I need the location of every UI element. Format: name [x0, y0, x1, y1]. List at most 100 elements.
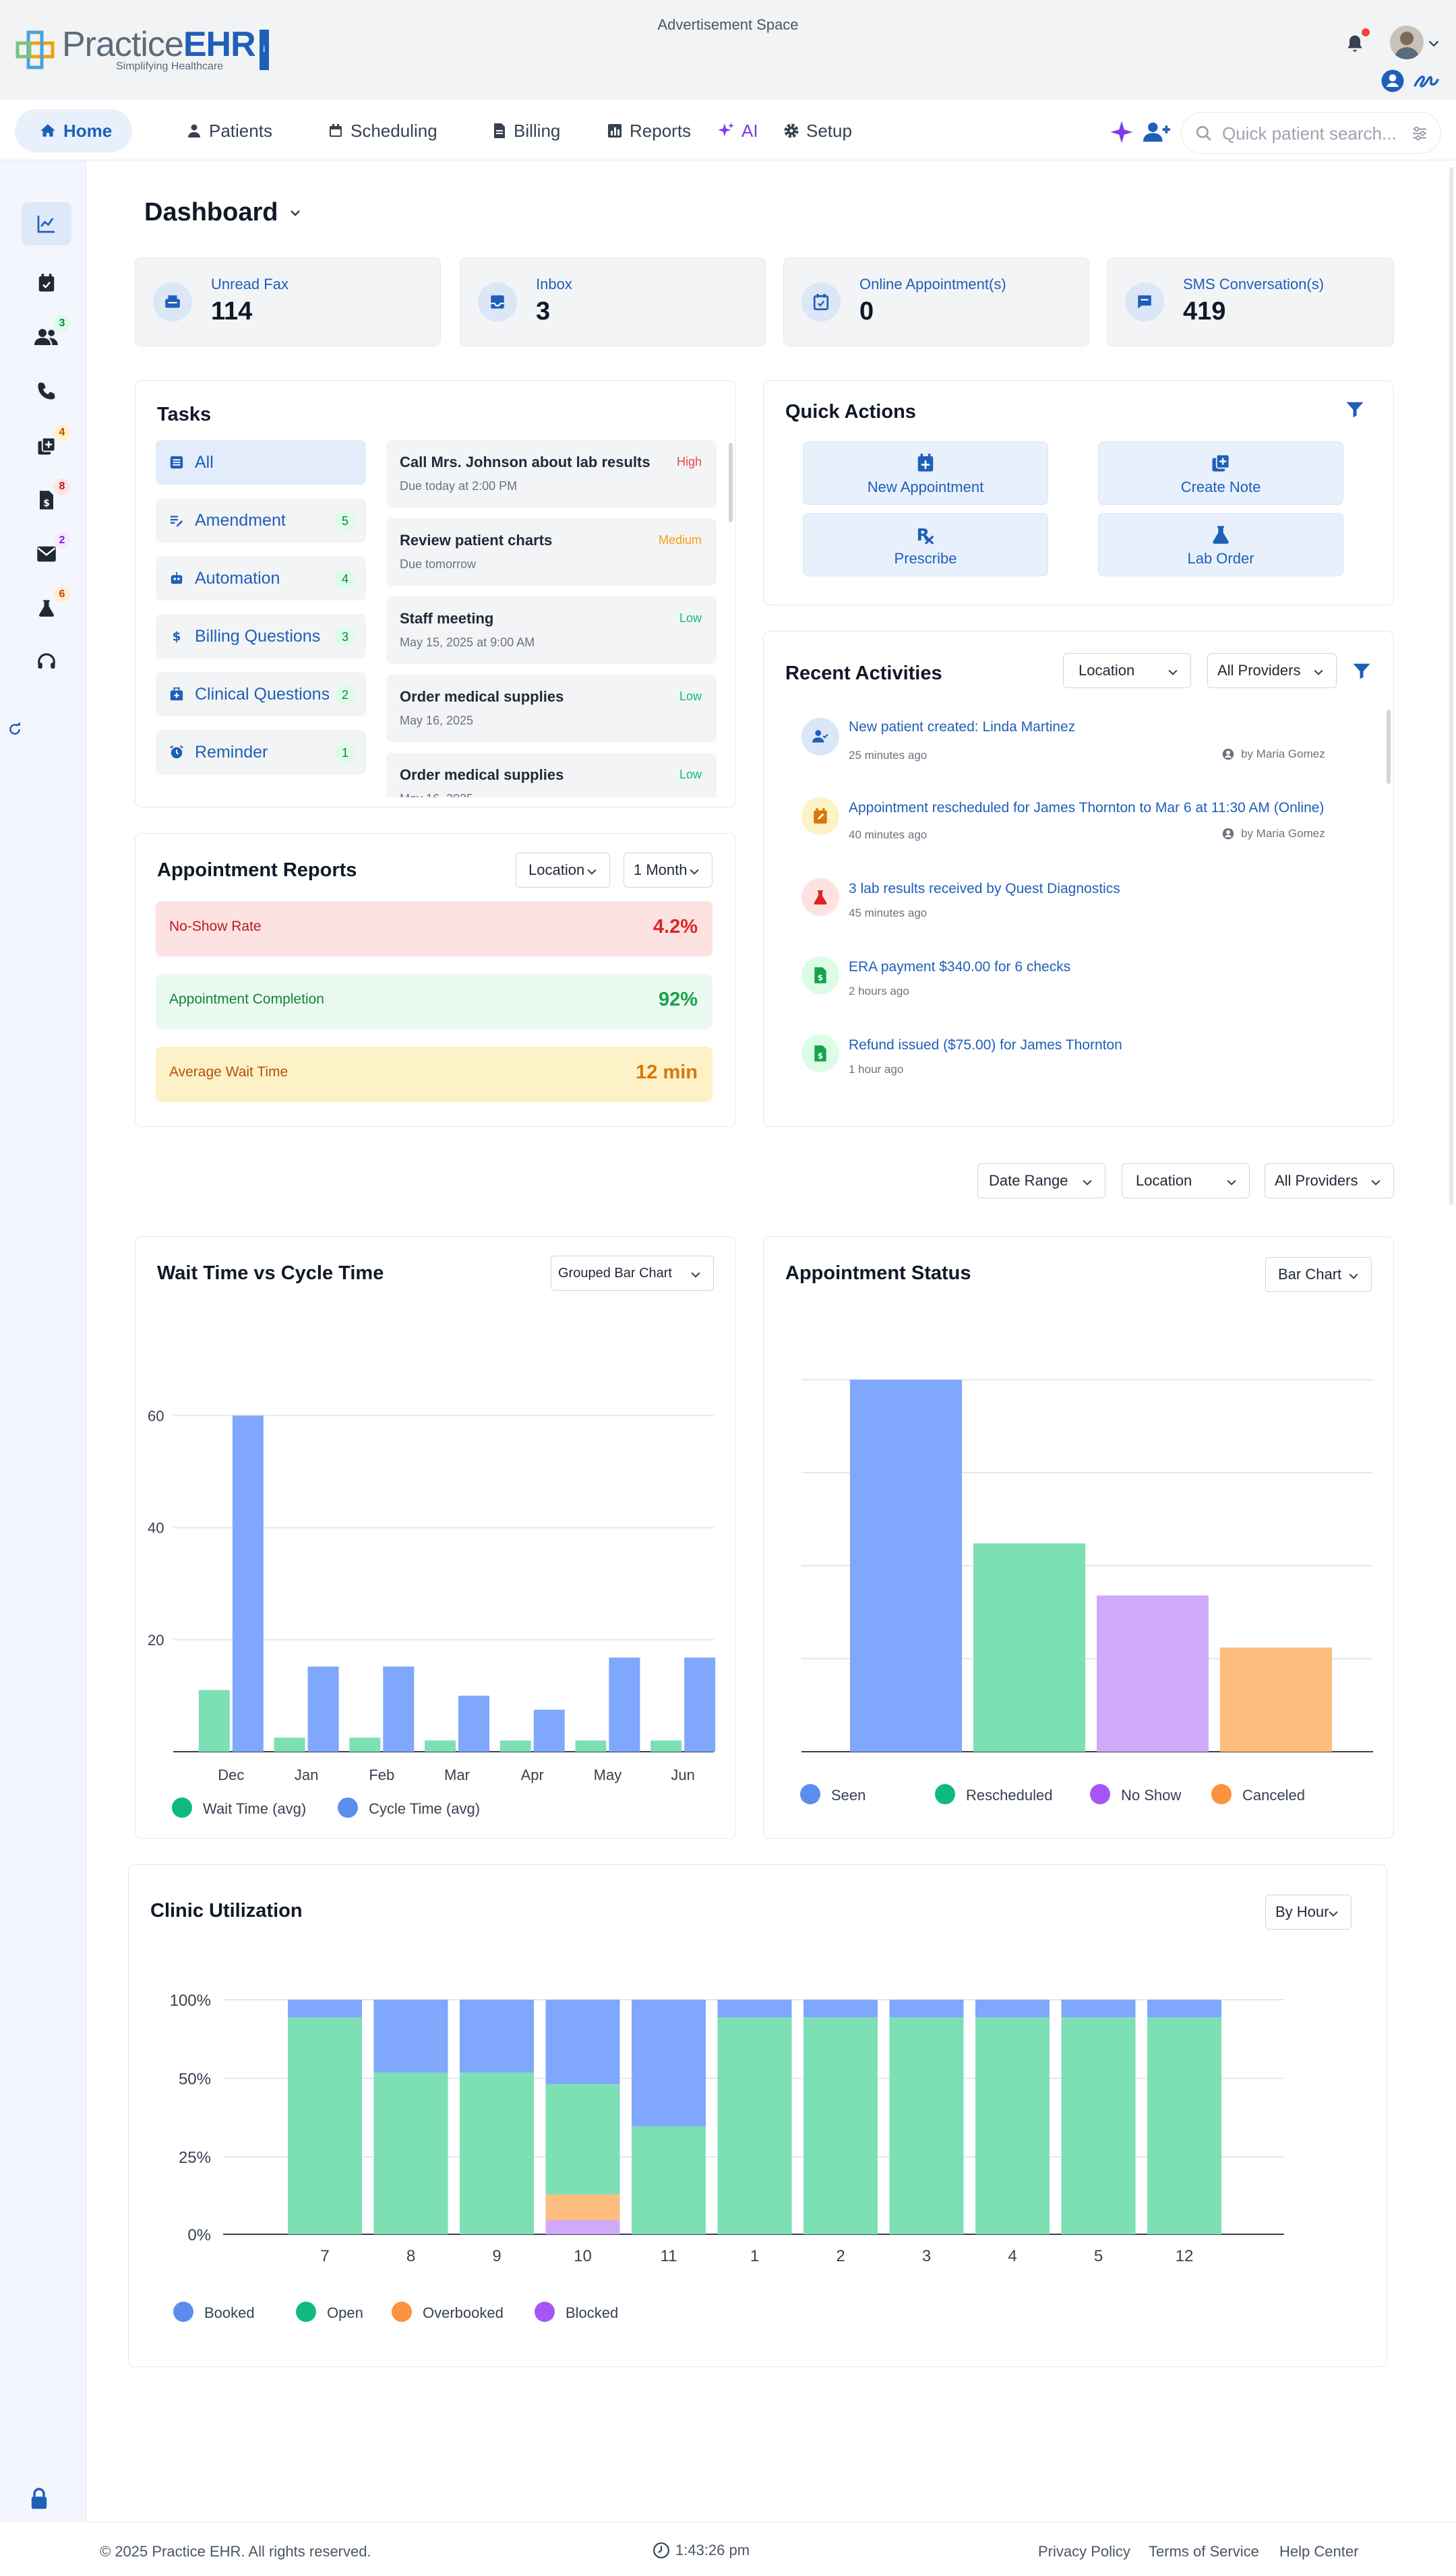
task-list-scrollbar[interactable] [729, 443, 733, 522]
filter-sliders-icon[interactable] [1411, 125, 1428, 142]
task-category-label: Amendment [195, 510, 286, 530]
add-patient-icon[interactable] [1143, 120, 1170, 144]
x-tick-label: May [594, 1767, 622, 1783]
nav-billing[interactable]: Billing [492, 109, 560, 152]
reports-period-dropdown[interactable]: 1 Month [624, 853, 712, 888]
help-center-link[interactable]: Help Center [1279, 2543, 1359, 2560]
flask-icon [801, 878, 839, 916]
stat-card-online-appointments[interactable]: Online Appointment(s) 0 [783, 257, 1089, 346]
reports-location-dropdown[interactable]: Location [516, 853, 610, 888]
task-category-all[interactable]: All [156, 440, 366, 485]
ai-assistant-icon[interactable] [1110, 120, 1134, 144]
lab-order-button[interactable]: Lab Order [1098, 513, 1343, 576]
stat-value: 3 [536, 297, 551, 326]
chevron-down-icon [1227, 1179, 1236, 1186]
activities-providers-dropdown[interactable]: All Providers [1207, 653, 1337, 688]
stat-card-inbox[interactable]: Inbox 3 [460, 257, 766, 346]
search-icon [1196, 125, 1211, 141]
bar-wait [198, 1690, 230, 1752]
search-input[interactable] [1222, 119, 1404, 148]
activity-text[interactable]: New patient created: Linda Martinez [849, 719, 1076, 735]
location-dropdown[interactable]: Location [1122, 1163, 1250, 1198]
activity-time: 40 minutes ago [849, 828, 928, 841]
quick-patient-search[interactable] [1181, 112, 1441, 154]
activity-time: 2 hours ago [849, 985, 909, 998]
activities-location-dropdown[interactable]: Location [1063, 653, 1191, 688]
nav-scheduling[interactable]: Scheduling [328, 109, 437, 152]
activities-scrollbar[interactable] [1387, 710, 1391, 784]
task-item[interactable]: Order medical supplies May 16, 2025 Low [386, 753, 717, 797]
terms-of-service-link[interactable]: Terms of Service [1149, 2543, 1259, 2560]
x-tick-label: 4 [1008, 2247, 1017, 2265]
signature-icon[interactable] [1413, 69, 1440, 93]
task-count-badge: 3 [335, 627, 355, 646]
create-note-button[interactable]: Create Note [1098, 441, 1343, 505]
refresh-icon[interactable] [8, 723, 22, 736]
button-label: New Appointment [867, 479, 984, 495]
sidebar-item-tasks[interactable] [22, 262, 71, 305]
sidebar-item-labs[interactable]: 6 [22, 586, 71, 630]
new-appointment-button[interactable]: New Appointment [803, 441, 1048, 505]
dropdown-value: Location [1136, 1172, 1192, 1189]
stat-card-sms-conversations[interactable]: SMS Conversation(s) 419 [1107, 257, 1394, 346]
dollar-icon: $ [173, 630, 181, 644]
filter-icon[interactable] [1345, 400, 1365, 420]
sidebar-item-messages[interactable]: 2 [22, 532, 71, 576]
documents-plus-icon [38, 437, 56, 455]
user-avatar[interactable] [1390, 26, 1424, 59]
lock-icon[interactable] [30, 2487, 49, 2510]
dropdown-value: By Hour [1275, 1903, 1329, 1920]
page-title[interactable]: Dashboard [144, 198, 303, 227]
logo[interactable]: PracticeEHR Simplifying Healthcare i [15, 27, 269, 73]
privacy-policy-link[interactable]: Privacy Policy [1038, 2543, 1130, 2560]
prescribe-button[interactable]: R Prescribe [803, 513, 1048, 576]
notification-bell-icon[interactable] [1344, 34, 1366, 55]
sidebar-item-billing[interactable]: $ 8 [22, 479, 71, 522]
nav-ai[interactable]: AI [717, 109, 758, 152]
activity-text[interactable]: Appointment rescheduled for James Thornt… [849, 800, 1325, 816]
nav-reports[interactable]: Reports [607, 109, 691, 152]
stat-card-unread-fax[interactable]: Unread Fax 114 [135, 257, 441, 346]
bar-cycle [533, 1709, 565, 1752]
task-category-automation[interactable]: Automation 4 [156, 556, 366, 601]
bar-segment-booked [288, 2000, 362, 2018]
sidebar-item-dashboard[interactable] [22, 202, 71, 245]
filter-icon[interactable] [1352, 661, 1372, 681]
flask-icon [1213, 526, 1229, 544]
providers-dropdown[interactable]: All Providers [1265, 1163, 1394, 1198]
task-category-billing-questions[interactable]: $ Billing Questions 3 [156, 614, 366, 658]
activity-text[interactable]: ERA payment $340.00 for 6 checks [849, 959, 1071, 975]
sidebar-item-calls[interactable] [22, 369, 71, 412]
task-category-reminder[interactable]: Reminder 1 [156, 730, 366, 774]
nav-setup[interactable]: Setup [783, 109, 852, 152]
activity-text[interactable]: 3 lab results received by Quest Diagnost… [849, 881, 1120, 896]
average-wait-time-metric: Average Wait Time 12 min [156, 1047, 712, 1102]
legend-cycle-dot [338, 1798, 358, 1818]
sidebar-item-support[interactable] [22, 640, 71, 683]
bar-cycle [232, 1415, 264, 1752]
sidebar-item-documents[interactable]: 4 [22, 425, 71, 468]
task-category-clinical-questions[interactable]: Clinical Questions 2 [156, 672, 366, 716]
task-item[interactable]: Staff meeting May 15, 2025 at 9:00 AM Lo… [386, 596, 717, 664]
task-item[interactable]: Review patient charts Due tomorrow Mediu… [386, 518, 717, 586]
wait-time-chart-type-dropdown[interactable]: Grouped Bar Chart [551, 1256, 714, 1291]
user-check-icon [801, 718, 839, 756]
status-chart-type-dropdown[interactable]: Bar Chart [1265, 1257, 1372, 1292]
task-category-amendment[interactable]: Amendment 5 [156, 498, 366, 543]
task-category-label: Automation [195, 568, 280, 588]
sidebar-item-patients[interactable]: 3 [22, 315, 71, 359]
appointment-completion-metric: Appointment Completion 92% [156, 974, 712, 1029]
activity-text[interactable]: Refund issued ($75.00) for James Thornto… [849, 1037, 1122, 1053]
date-range-dropdown[interactable]: Date Range [977, 1163, 1105, 1198]
legend-booked-dot [173, 2302, 193, 2322]
nav-home[interactable]: Home [15, 109, 132, 152]
task-item[interactable]: Call Mrs. Johnson about lab results Due … [386, 440, 717, 508]
page-scrollbar[interactable] [1449, 167, 1453, 1205]
utilization-period-dropdown[interactable]: By Hour [1265, 1895, 1352, 1930]
nav-setup-label: Setup [806, 120, 852, 141]
location-pin-icon[interactable] [1381, 69, 1405, 93]
chevron-down-icon [291, 210, 301, 216]
chevron-down-icon[interactable] [1426, 36, 1441, 51]
task-item[interactable]: Order medical supplies May 16, 2025 Low [386, 675, 717, 742]
nav-patients[interactable]: Patients [186, 109, 272, 152]
